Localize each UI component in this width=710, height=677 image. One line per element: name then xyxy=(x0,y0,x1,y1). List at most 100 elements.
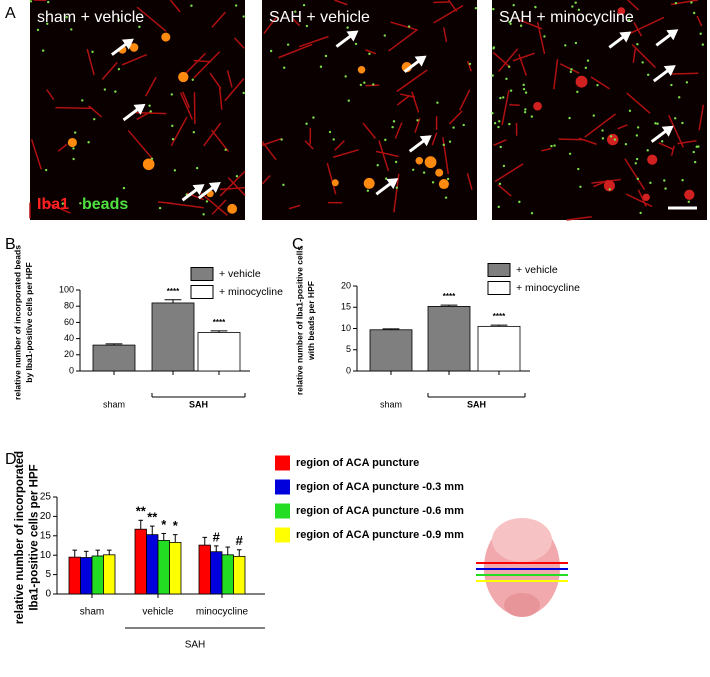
bead xyxy=(305,24,309,28)
bead xyxy=(498,182,502,186)
bar xyxy=(151,302,195,372)
legend-swatch xyxy=(275,503,290,519)
cell-body xyxy=(67,137,77,148)
cell-body xyxy=(607,133,619,146)
cell-process xyxy=(667,114,685,148)
bead xyxy=(660,140,664,143)
bead xyxy=(574,41,578,45)
y-tick-label: 10 xyxy=(341,323,351,333)
legend-label: region of ACA puncture xyxy=(296,457,419,469)
cell-process xyxy=(333,149,359,158)
cell-process xyxy=(593,179,609,188)
bar xyxy=(103,554,116,595)
bar xyxy=(134,528,147,595)
bead xyxy=(442,143,445,147)
bead xyxy=(114,90,117,93)
cell-process xyxy=(326,162,337,195)
cell-process xyxy=(219,170,246,197)
cell-process xyxy=(390,21,418,31)
bead xyxy=(117,18,121,22)
y-axis-label: relative number of Iba1-positive cells xyxy=(294,246,304,396)
arrow xyxy=(375,180,394,196)
cell-process xyxy=(394,122,403,139)
bead xyxy=(627,18,631,22)
bead xyxy=(79,202,82,205)
bead xyxy=(522,83,525,87)
cell-process xyxy=(698,104,705,131)
bead xyxy=(522,87,526,91)
bead xyxy=(656,122,659,125)
cell-process xyxy=(210,129,230,152)
bead xyxy=(553,144,556,147)
significance: ** xyxy=(147,510,158,525)
bead xyxy=(73,131,77,134)
bead xyxy=(347,99,350,102)
y-axis-label: by Iba1-positive cells per HPF xyxy=(24,262,34,382)
cell-process xyxy=(365,49,377,55)
cell-body xyxy=(142,158,155,171)
cell-process xyxy=(219,186,246,191)
legend-swatch xyxy=(487,263,511,277)
bead xyxy=(502,96,505,99)
cell-process xyxy=(558,138,585,141)
cell-process xyxy=(459,89,471,111)
bead xyxy=(596,83,599,87)
bead xyxy=(635,134,639,137)
bead xyxy=(328,130,332,134)
bead xyxy=(577,8,581,12)
significance: # xyxy=(213,529,221,544)
significance: ** xyxy=(136,504,147,519)
bead xyxy=(171,138,175,141)
panel-label: A xyxy=(5,5,16,22)
bead xyxy=(235,175,239,178)
legend-swatch xyxy=(275,527,290,543)
bead xyxy=(530,211,534,215)
cell-process xyxy=(193,51,221,79)
bead xyxy=(641,61,644,64)
bead xyxy=(497,125,500,129)
cell-process xyxy=(501,90,510,126)
bead xyxy=(171,124,174,128)
bead xyxy=(44,168,48,172)
bead xyxy=(624,143,628,146)
bead xyxy=(354,42,358,46)
bead xyxy=(601,129,604,132)
bead xyxy=(444,196,448,199)
bead xyxy=(190,4,193,7)
bead xyxy=(530,115,534,118)
cell-process xyxy=(584,113,616,138)
image-label: SAH + vehicle xyxy=(269,9,370,26)
bead xyxy=(368,52,371,56)
bar xyxy=(80,557,93,595)
bead xyxy=(422,171,426,174)
cell-process xyxy=(46,89,55,101)
bead xyxy=(608,188,611,191)
y-tick-label: 10 xyxy=(40,550,52,561)
bead xyxy=(359,83,363,87)
bead xyxy=(148,104,151,107)
arrow xyxy=(181,186,200,202)
bead xyxy=(674,1,678,5)
bead xyxy=(654,122,657,125)
bead xyxy=(61,202,64,205)
bead xyxy=(294,10,297,13)
arrow xyxy=(650,128,669,143)
significance: * xyxy=(173,518,179,533)
cell-process xyxy=(518,54,528,76)
bead xyxy=(534,5,537,9)
cell-body xyxy=(331,179,339,187)
bead xyxy=(649,181,652,185)
cell-process xyxy=(121,53,148,66)
cell-process xyxy=(624,158,646,191)
bead xyxy=(574,1,577,4)
bead xyxy=(491,112,494,115)
arrow-head xyxy=(192,184,205,196)
arrow-head xyxy=(663,65,676,77)
bead xyxy=(646,149,649,152)
bead xyxy=(391,125,394,129)
cell-process xyxy=(566,215,592,221)
bead xyxy=(280,138,283,141)
bead xyxy=(524,91,528,94)
bead xyxy=(173,169,177,172)
legend-label: + minocycline xyxy=(219,286,283,298)
